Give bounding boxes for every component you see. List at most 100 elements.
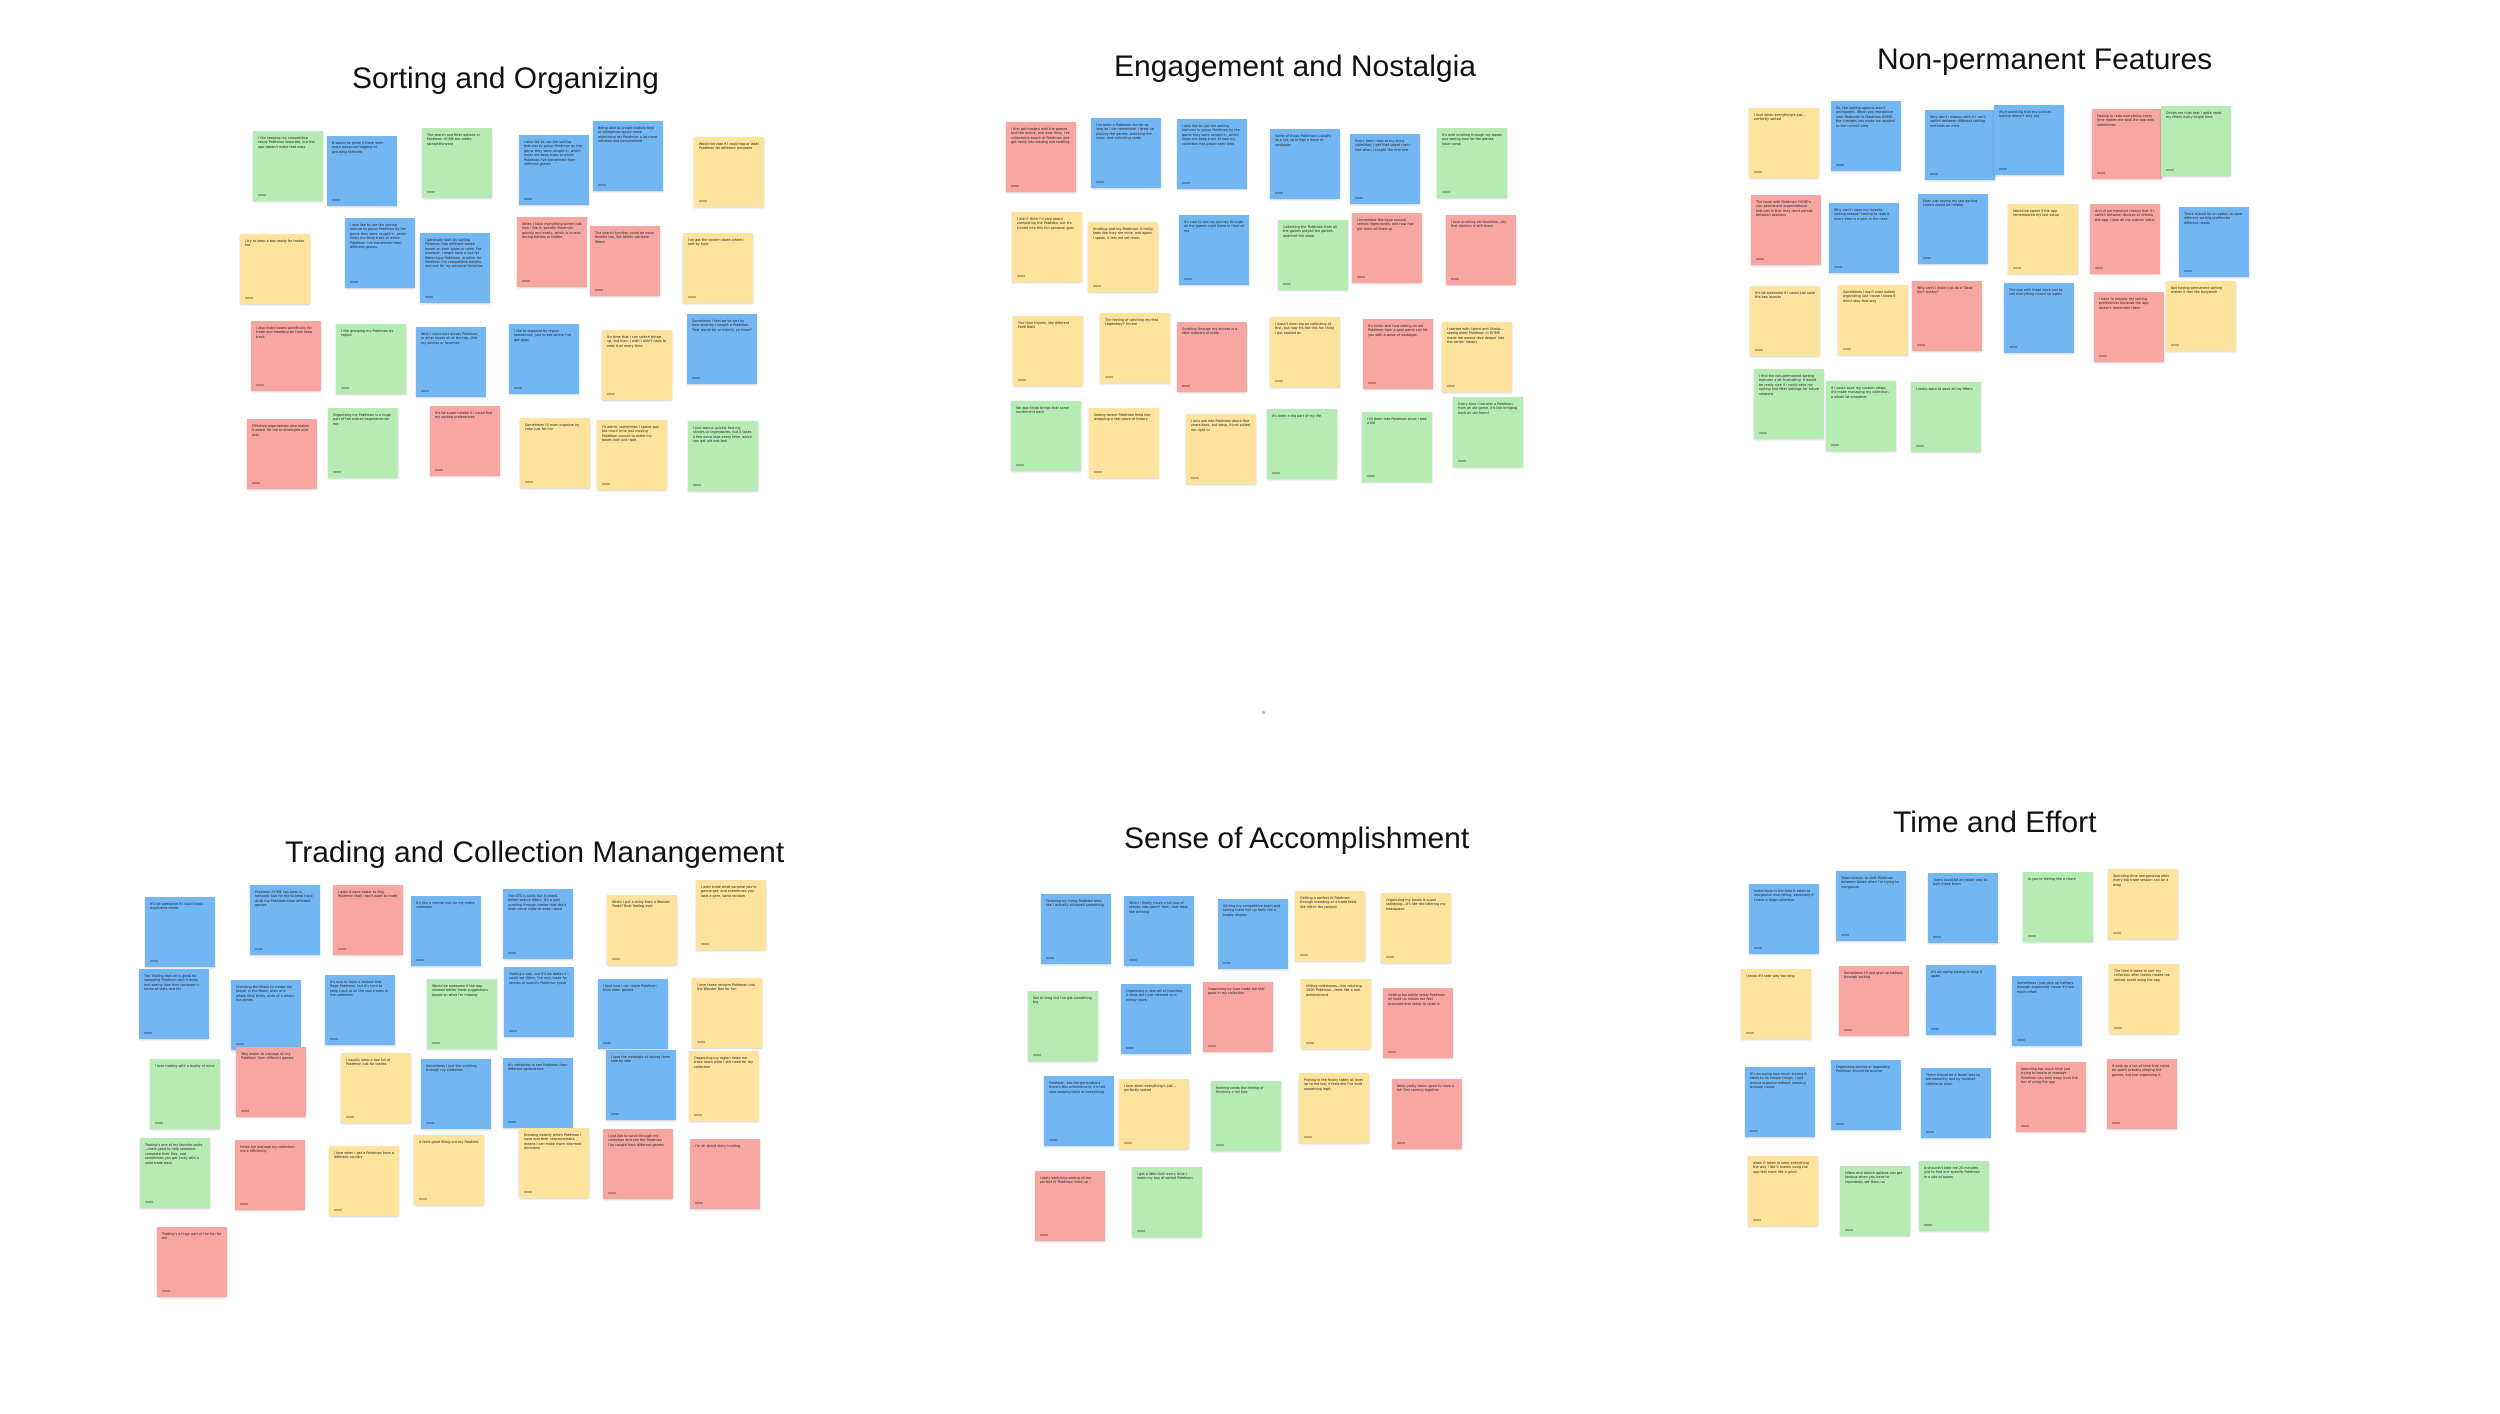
sticky-note[interactable]: It'd be super helpful if I could find my… (430, 406, 500, 476)
sticky-note[interactable]: It shouldn't take me 20 minutes just to … (1919, 1161, 1989, 1231)
sticky-note[interactable]: Organizing shinies or legendary Pokémon … (1831, 1060, 1901, 1130)
sticky-note[interactable]: Why can't I make just do a 'Save Sort' b… (1912, 281, 1982, 351)
sticky-note[interactable]: I've got the system down where I sort by… (683, 233, 753, 303)
sticky-note[interactable]: It's kinda wild how seeing an old Pokémo… (1363, 319, 1433, 389)
sticky-note[interactable]: Having to redo everything every time mak… (2092, 109, 2162, 179)
sticky-note[interactable]: The time travels, like different Poké Ba… (1013, 316, 1083, 386)
sticky-note[interactable]: I really want to save all my filters (1911, 382, 1981, 452)
sticky-note[interactable]: I also make boxes specifically for trade… (251, 321, 321, 391)
sticky-note[interactable]: Knowing exactly which Pokémon I have and… (519, 1128, 589, 1198)
cluster-title[interactable]: Engagement and Nostalgia (1114, 50, 1476, 83)
sticky-note[interactable]: I love when everything's just… perfectly… (1119, 1079, 1189, 1149)
cluster-title[interactable]: Sense of Accomplishment (1124, 822, 1470, 855)
sticky-note[interactable]: I have to reapply my sorting preferences… (2094, 292, 2164, 362)
sticky-note[interactable]: I find the non-permanent sorting feature… (1754, 369, 1824, 439)
sticky-note[interactable]: There should be an option to save differ… (2179, 207, 2249, 277)
sticky-note[interactable]: The Trading feature is great for swappin… (139, 969, 209, 1039)
cluster-title[interactable]: Sorting and Organizing (352, 62, 659, 95)
sticky-note[interactable]: I first got hooked with the games and th… (1006, 122, 1076, 192)
sticky-note[interactable]: I just wanna quickly find my shinies or … (688, 421, 758, 491)
sticky-note[interactable]: Would be awesome if the app showed bette… (427, 979, 497, 1049)
sticky-note[interactable]: Not to brag but I've got something big (1028, 991, 1098, 1061)
sticky-note[interactable]: Pokémon, like the generations there's th… (1044, 1076, 1114, 1146)
sticky-note[interactable]: Checking the filters to create the playe… (231, 980, 301, 1050)
sticky-note[interactable]: Helps me manage my collection more effic… (235, 1140, 305, 1210)
sticky-note[interactable]: It's like a central hub for my entire co… (411, 896, 481, 966)
sticky-note[interactable]: Would be cool if I could tag or label Po… (694, 137, 764, 207)
sticky-note[interactable]: Why don't I always stick if I can't swit… (1925, 110, 1995, 180)
sticky-note[interactable]: If I could save my custom views, it'd ma… (1826, 381, 1896, 451)
sticky-note[interactable]: Organizing a new set of favorites, it fe… (1121, 984, 1191, 1054)
sticky-note[interactable]: Wish I could sort across Pokémon in othe… (416, 327, 486, 397)
sticky-note[interactable]: Every time I transfer a Pokémon from an … (1453, 397, 1523, 467)
sticky-note[interactable]: Initial issue is the time it takes to re… (1749, 884, 1819, 954)
cluster-title[interactable]: Non-permanent Features (1877, 43, 2213, 76)
sticky-note[interactable]: It's been a big part of my life (1267, 409, 1337, 479)
sticky-note[interactable]: Keep pretty damn good to have a full Dex… (1392, 1079, 1462, 1149)
sticky-note[interactable]: Takes forever to shift Pokémon between b… (1836, 871, 1906, 941)
sticky-note[interactable]: When I have everything sorted just how I… (517, 217, 587, 287)
sticky-note[interactable]: I usually keep a box full of Pokémon jus… (341, 1053, 411, 1123)
sticky-note[interactable]: There should be a faster way to permanen… (1921, 1068, 1991, 1138)
sticky-note[interactable]: Is you're feeling like a chore (2023, 872, 2093, 942)
sticky-note[interactable]: Filters and search options can get tedio… (1840, 1166, 1910, 1236)
sticky-note[interactable]: Lately switching seeing all my perfect I… (1035, 1171, 1105, 1241)
sticky-note[interactable]: The feeling of catching my first Legenda… (1100, 313, 1170, 383)
sticky-note[interactable]: The GTS is solid, but it needs better se… (503, 889, 573, 959)
sticky-note[interactable]: It would be great if there were more adv… (327, 136, 397, 206)
sticky-note[interactable]: So, the sorting options aren't permanent… (1831, 101, 1901, 171)
sticky-note[interactable]: Being able to create custom tags or cate… (593, 121, 663, 191)
sticky-note[interactable]: I've been a Pokémon fan for as long as I… (1091, 118, 1161, 188)
sticky-note[interactable]: Sorting my competitive team and seeing t… (1218, 899, 1288, 969)
sticky-note[interactable]: I've been into Pokémon since I was a kid (1362, 412, 1432, 482)
sticky-note[interactable]: I'm all about shiny hunting (690, 1139, 760, 1209)
sticky-note[interactable]: I wish it were easier to flag Pokémon th… (333, 885, 403, 955)
sticky-note[interactable]: I'd admit, sometimes I spend way too muc… (597, 420, 667, 490)
sticky-note[interactable]: I remember the hype around certain legen… (1352, 213, 1422, 283)
sticky-note[interactable]: Scrolling and my Pokémon. It really feel… (1088, 222, 1158, 292)
sticky-note[interactable]: When I put a shiny from a Wonder Trade? … (607, 895, 677, 965)
sticky-note[interactable]: Putting in the finally taken all level u… (1299, 1073, 1369, 1143)
sticky-note[interactable]: Pokémon HOME has been a fantastic tool f… (250, 885, 320, 955)
sticky-note[interactable]: The search and filter options in Pokémon… (422, 128, 492, 198)
sticky-note[interactable]: I know it'll take way too long (1741, 969, 1811, 1039)
sticky-note[interactable]: The issue with Pokémon HOME's non-perman… (1751, 195, 1821, 265)
sticky-note[interactable]: Getting my battle ready Pokémon all line… (1383, 988, 1453, 1058)
sticky-note[interactable]: I try to keep a box ready for trades too (240, 234, 310, 304)
sticky-note[interactable]: It's time that I can switch things up, b… (602, 330, 672, 400)
sticky-note[interactable]: We app kinda brings that same excitement… (1011, 401, 1081, 471)
sticky-note[interactable]: I also like to use the sorting features … (1177, 119, 1247, 189)
sticky-note[interactable]: Trading's cool, but it'd be better if I … (504, 967, 574, 1037)
sticky-note[interactable]: It's wild scrolling through my boxes and… (1437, 128, 1507, 198)
sticky-note[interactable]: I love scrolling old favorites—my first … (1446, 215, 1516, 285)
sticky-note[interactable]: I love how I can move Pokémon from older… (598, 979, 668, 1049)
sticky-note[interactable]: It's satisfying to see Pokémon from diff… (503, 1058, 573, 1128)
sticky-note[interactable]: It's nice to have a feature that Rage Po… (325, 975, 395, 1045)
sticky-note[interactable]: Hitting milestones—like catching 1000 Po… (1301, 979, 1371, 1049)
sticky-note[interactable]: I wasn't even big on collecting at first… (1270, 317, 1340, 387)
sticky-note[interactable]: Sometimes I don't even bother organizing… (1838, 285, 1908, 355)
sticky-note[interactable]: It'd be awesome if I could track duplica… (145, 897, 215, 967)
sticky-note[interactable]: I like keeping my competitive ready Poké… (253, 131, 323, 201)
cluster-title[interactable]: Time and Effort (1893, 806, 2097, 839)
sticky-note[interactable]: Every time I look at my shiny collection… (1350, 134, 1420, 204)
sticky-note[interactable]: I love trading with a buddy of mine (150, 1059, 220, 1129)
sticky-note[interactable]: It eats up a ton of time that could be s… (2107, 1059, 2177, 1129)
sticky-note[interactable]: I started with Sword and Shield—seeing o… (1442, 322, 1512, 392)
sticky-note[interactable]: It'd be awesome if I could just save the… (1750, 286, 1820, 356)
sticky-note[interactable]: Some of those Pokémon I caught as a kid,… (1270, 129, 1340, 199)
sticky-note[interactable]: I also like to use the sorting features … (519, 135, 589, 205)
sticky-note[interactable]: Getting a perfect IV Pokémon through bre… (1295, 891, 1365, 961)
sticky-note[interactable]: Sometimes I'll even organize by color ju… (520, 418, 590, 488)
sticky-note[interactable]: I just like to scroll through my collect… (603, 1129, 673, 1199)
cluster-title[interactable]: Trading and Collection Manangement (285, 836, 785, 869)
sticky-note[interactable]: Scrolling through my shinies is a little… (1177, 322, 1247, 392)
sticky-note[interactable]: Sometimes I'll just give up halfway thro… (1839, 966, 1909, 1036)
sticky-note[interactable]: It's annoying having to drag it again (1926, 965, 1996, 1035)
sticky-note[interactable]: I love when I get a Pokémon from a diffe… (329, 1146, 399, 1216)
sticky-note[interactable]: It's annoying how much staring it takes … (1745, 1067, 1815, 1137)
sticky-note[interactable]: Organizing my boxes is super satisfying—… (1381, 893, 1451, 963)
sticky-note[interactable]: Not having permanent sorting makes it fe… (2166, 281, 2236, 351)
sticky-note[interactable]: I get a little thrill every time I make … (1132, 1167, 1202, 1237)
sticky-note[interactable]: Even just saving my last sorting choice … (1918, 194, 1988, 264)
